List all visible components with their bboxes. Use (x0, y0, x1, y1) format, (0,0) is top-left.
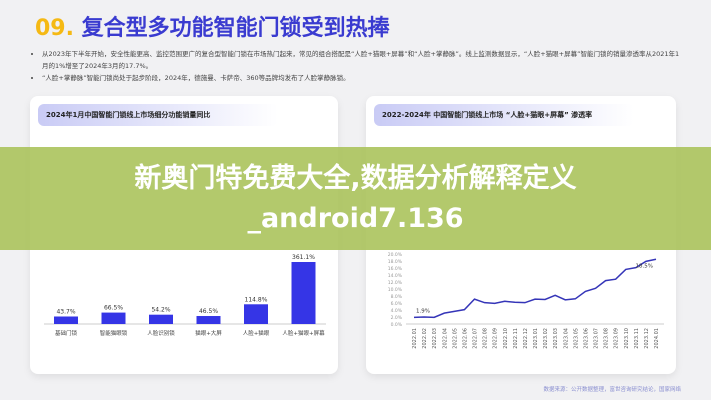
x-tick-label: 2023.04 (563, 328, 569, 349)
y-tick-label: 14.0% (388, 273, 403, 279)
y-tick-label: 10.0% (388, 287, 403, 293)
bar-value-label: 114.8% (245, 296, 268, 303)
category-label: 猫眼+大屏 (195, 329, 222, 337)
category-label: 人脸+猫眼+屏幕 (282, 329, 325, 337)
x-tick-label: 2023.09 (614, 328, 620, 349)
bar-value-label: 46.5% (199, 308, 218, 315)
x-tick-label: 2023.01 (533, 328, 539, 349)
bullet-item: “人脸+掌静脉”智能门锁尚处于起步阶段，2024年，德施曼、卡萨帝、360等品牌… (42, 72, 682, 84)
category-label: 人脸识别锁 (147, 329, 175, 337)
x-tick-label: 2023.05 (573, 328, 579, 349)
bar-value-label: 43.7% (56, 308, 75, 315)
line-chart: 0.0%2.0%4.0%6.0%8.0%10.0%12.0%14.0%16.0%… (388, 252, 664, 349)
watermark-banner: 新奥门特免费大全,数据分析解释定义_android7.136 (0, 147, 711, 250)
x-tick-label: 2023.06 (583, 328, 589, 349)
bar-chart: 43.7% 基础门锁 66.5% 智能猫眼锁 54.2% 人脸识别锁 46.5% 猫眼+大屏 1… (44, 254, 326, 337)
bar (149, 314, 173, 324)
bar-chart-title: 2024年1月中国智能门锁线上市场细分功能销量同比 (38, 104, 278, 126)
x-tick-label: 2023.10 (624, 328, 630, 349)
x-tick-label: 2022.07 (473, 328, 479, 349)
x-tick-label: 2022.12 (523, 328, 529, 349)
y-tick-label: 4.0% (391, 308, 403, 314)
x-tick-label: 2022.06 (462, 328, 468, 349)
y-tick-label: 2.0% (391, 315, 403, 321)
y-tick-label: 8.0% (391, 294, 403, 300)
x-tick-label: 2023.07 (594, 328, 600, 349)
data-source: 数据来源：公开数据整理，富世咨询研究结论，国家网络 (543, 387, 681, 393)
y-tick-label: 6.0% (391, 301, 403, 307)
line-chart-title: 2022-2024年 中国智能门锁线上市场 “人脸+猫眼+屏幕” 渗透率 (374, 104, 634, 126)
y-tick-label: 18.0% (388, 259, 403, 265)
x-tick-label: 2023.03 (553, 328, 559, 349)
x-tick-label: 2023.02 (543, 328, 549, 349)
bullet-list: 从2023年下半年开始，安全性能更高、监控范围更广的复合型智能门锁在市场热门起来… (32, 48, 682, 84)
bar-value-label: 361.1% (292, 254, 315, 261)
bar (196, 316, 221, 324)
y-tick-label: 12.0% (388, 280, 403, 286)
bar (291, 262, 316, 324)
x-tick-label: 2022.03 (432, 328, 438, 349)
x-tick-label: 2022.02 (422, 328, 428, 349)
x-tick-label: 2023.11 (634, 328, 640, 349)
y-tick-label: 20.0% (388, 252, 403, 258)
series-line (413, 258, 657, 319)
x-tick-label: 2022.09 (493, 328, 499, 349)
x-tick-label: 2024.01 (654, 328, 660, 349)
x-tick-label: 2022.08 (483, 328, 489, 349)
y-tick-label: 0.0% (391, 322, 403, 328)
bar-value-label: 54.2% (151, 307, 170, 314)
bar (101, 312, 126, 324)
x-tick-label: 2022.01 (412, 328, 418, 349)
page-title: 09. 复合型多功能智能门锁受到热捧 (35, 16, 390, 41)
x-tick-label: 2022.05 (452, 328, 458, 349)
x-tick-label: 2022.11 (513, 328, 519, 349)
bar (54, 316, 78, 324)
category-label: 智能猫眼锁 (100, 329, 128, 337)
end-value-label: 18.5% (636, 263, 653, 269)
x-tick-label: 2023.12 (644, 328, 650, 349)
y-tick-label: 16.0% (388, 266, 403, 272)
category-label: 人脸+猫眼 (243, 329, 270, 337)
x-tick-label: 2022.10 (503, 328, 509, 349)
x-tick-label: 2023.08 (604, 328, 610, 349)
start-value-label: 1.9% (416, 308, 430, 314)
bar (244, 304, 268, 324)
bullet-item: 从2023年下半年开始，安全性能更高、监控范围更广的复合型智能门锁在市场热门起来… (42, 48, 682, 72)
bar-value-label: 66.5% (104, 305, 123, 312)
category-label: 基础门锁 (55, 329, 78, 337)
x-tick-label: 2022.04 (442, 328, 448, 349)
